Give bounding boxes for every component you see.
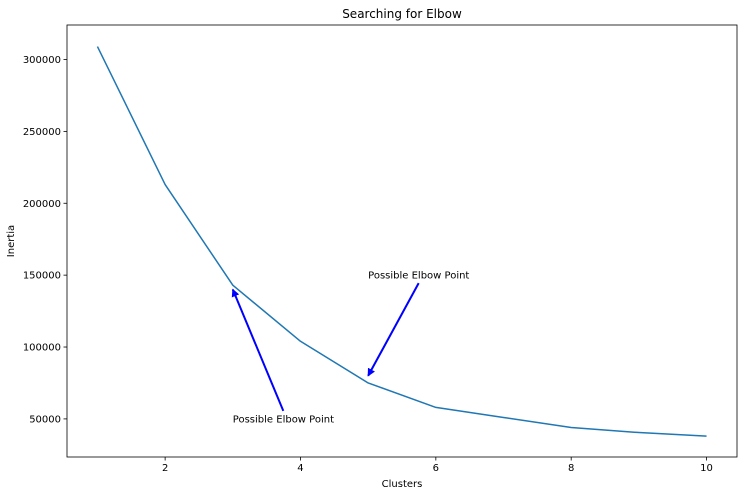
y-tick-label: 50000 xyxy=(29,414,61,425)
y-tick-label: 250000 xyxy=(23,127,61,138)
series-layer xyxy=(96,46,707,437)
plot-area xyxy=(67,25,737,457)
y-tick-label: 300000 xyxy=(23,55,61,66)
annotation-label: Possible Elbow Point xyxy=(368,271,469,282)
annotation-layer: Possible Elbow Point Possible Elbow Point xyxy=(231,271,469,425)
y-axis-title: Inertia xyxy=(6,225,17,257)
y-ticks: 50000 100000 150000 200000 250000 300000 xyxy=(23,55,67,425)
annotation-label: Possible Elbow Point xyxy=(233,414,334,425)
y-tick-label: 100000 xyxy=(23,343,61,354)
x-tick-label: 8 xyxy=(568,463,574,474)
annotation-arrow xyxy=(367,282,420,377)
x-tick-label: 2 xyxy=(162,463,168,474)
annotation-arrow xyxy=(231,288,285,412)
x-axis-title: Clusters xyxy=(382,479,423,490)
plot-frame xyxy=(66,24,738,458)
x-tick-label: 4 xyxy=(297,463,303,474)
y-tick-label: 150000 xyxy=(23,271,61,282)
x-tick-label: 6 xyxy=(433,463,439,474)
y-tick-label: 200000 xyxy=(23,199,61,210)
x-ticks: 2 4 6 8 10 xyxy=(162,457,713,474)
x-tick-label: 10 xyxy=(700,463,713,474)
chart-title: Searching for Elbow xyxy=(342,7,462,21)
inertia-line xyxy=(96,46,707,437)
